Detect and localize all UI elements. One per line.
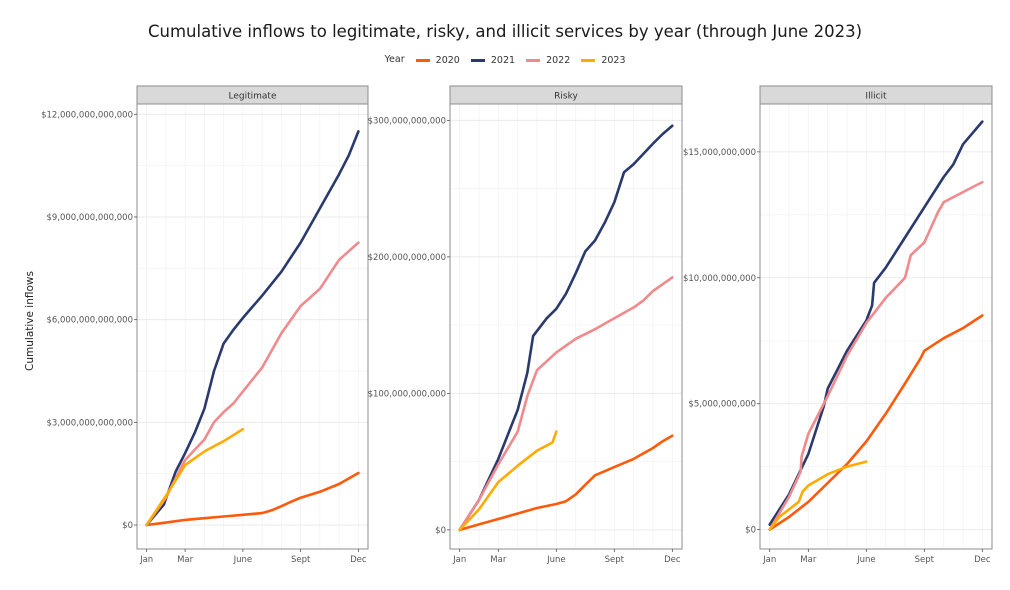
legitimate-series-2020-line	[145, 471, 360, 527]
legitimate-x-tick-label: Mar	[177, 555, 194, 565]
legitimate-y-tick-label: $6,000,000,000,000	[46, 316, 133, 326]
risky-series-2021-line	[458, 124, 674, 532]
illicit-series-2023-line	[768, 460, 868, 531]
illicit-x-tick-label: Jan	[762, 555, 776, 565]
illicit-x-tick-label: Mar	[800, 555, 817, 565]
illicit-series-2020-line	[768, 314, 984, 531]
risky-series-2022-line	[458, 276, 674, 532]
legitimate-strip-label: Legitimate	[229, 92, 277, 102]
chart-title: Cumulative inflows to legitimate, risky,…	[147, 22, 863, 41]
risky-plot-bg	[450, 104, 682, 549]
illicit-series-2022-line	[768, 180, 984, 531]
legend-label-2020: 2020	[435, 55, 460, 66]
legitimate-y-tick-label: $9,000,000,000,000	[46, 213, 133, 223]
legitimate-series-2022-line	[145, 241, 360, 527]
legitimate-x-tick-label: Dec	[350, 555, 367, 565]
risky-strip	[449, 85, 683, 105]
legend-swatch-2023	[581, 59, 596, 62]
illicit-series-2021-line	[768, 120, 984, 526]
legitimate-strip	[136, 85, 369, 105]
risky-x-tick-label: Mar	[490, 555, 507, 565]
legend-swatch-2020	[415, 59, 430, 62]
legitimate-series-2023-line	[145, 427, 245, 527]
legend: Year 2020 2021 2022 2023	[0, 54, 1010, 66]
legitimate-y-tick-label: $12,000,000,000,000	[41, 110, 133, 120]
legitimate-x-tick-label: Sept	[291, 555, 311, 565]
legend-label-2023: 2023	[601, 55, 626, 66]
legitimate-series-2021-line	[145, 130, 360, 527]
legitimate-x-tick-label: Jan	[139, 555, 153, 565]
legend-title: Year	[384, 54, 405, 65]
illicit-x-tick-label: Dec	[974, 555, 991, 565]
risky-y-tick-label: $200,000,000,000	[368, 253, 446, 263]
illicit-strip-label: Illicit	[865, 92, 887, 102]
risky-series-2023-line	[458, 430, 558, 532]
legitimate-y-tick-label: $3,000,000,000,000	[46, 418, 133, 428]
illicit-strip	[759, 85, 993, 105]
legend-swatch-2021	[470, 59, 485, 62]
illicit-y-tick-label: $15,000,000,000	[683, 148, 756, 158]
risky-x-tick-label: Jan	[452, 555, 466, 565]
illicit-y-tick-label: $0	[745, 526, 756, 536]
risky-strip-label: Risky	[554, 92, 578, 102]
illicit-x-tick-label: June	[856, 555, 876, 565]
risky-y-tick-label: $0	[435, 526, 446, 536]
legend-item-2020: 2020	[415, 55, 460, 66]
risky-series-2020-line	[458, 434, 674, 532]
risky-y-tick-label: $100,000,000,000	[368, 389, 446, 399]
legend-item-2021: 2021	[470, 55, 516, 66]
legend-swatch-2022	[526, 59, 541, 62]
legend-label-2021: 2021	[490, 55, 516, 66]
legend-item-2022: 2022	[526, 55, 570, 66]
legend-label-2022: 2022	[546, 55, 571, 66]
risky-x-tick-label: June	[546, 555, 566, 565]
illicit-y-tick-label: $10,000,000,000	[683, 274, 756, 284]
risky-x-tick-label: Sept	[605, 555, 625, 565]
legitimate-y-tick-label: $0	[122, 521, 133, 531]
risky-y-tick-label: $300,000,000,000	[368, 116, 446, 126]
risky-x-tick-label: Dec	[664, 555, 681, 565]
illicit-y-tick-label: $5,000,000,000	[688, 400, 756, 410]
legend-item-2023: 2023	[581, 55, 626, 66]
legitimate-x-tick-label: June	[233, 555, 253, 565]
illicit-x-tick-label: Sept	[915, 555, 935, 565]
